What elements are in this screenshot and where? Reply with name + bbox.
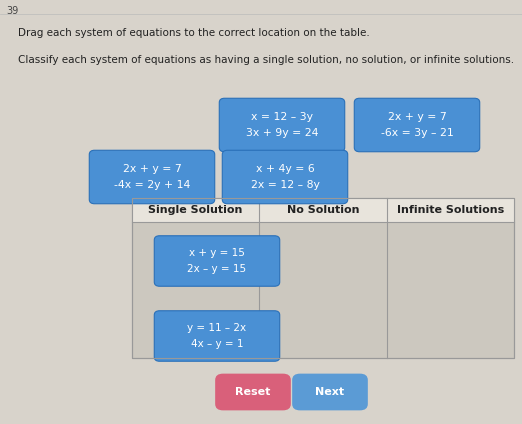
FancyBboxPatch shape <box>155 311 280 361</box>
Text: Classify each system of equations as having a single solution, no solution, or i: Classify each system of equations as hav… <box>18 55 514 65</box>
Text: 2x + y = 7: 2x + y = 7 <box>388 112 446 122</box>
FancyBboxPatch shape <box>222 150 348 204</box>
Text: Reset: Reset <box>235 387 271 397</box>
Text: -6x = 3y – 21: -6x = 3y – 21 <box>381 128 454 138</box>
Text: 39: 39 <box>6 6 18 17</box>
Text: -4x = 2y + 14: -4x = 2y + 14 <box>114 180 190 190</box>
Text: x + y = 15: x + y = 15 <box>189 248 245 258</box>
Text: 3x + 9y = 24: 3x + 9y = 24 <box>246 128 318 138</box>
Text: x = 12 – 3y: x = 12 – 3y <box>251 112 313 122</box>
Text: Next: Next <box>315 387 345 397</box>
Text: y = 11 – 2x: y = 11 – 2x <box>187 323 246 333</box>
Text: 4x – y = 1: 4x – y = 1 <box>191 339 243 349</box>
Bar <box>132 198 514 358</box>
Text: Infinite Solutions: Infinite Solutions <box>397 205 504 215</box>
Text: Single Solution: Single Solution <box>148 205 243 215</box>
FancyBboxPatch shape <box>215 374 291 410</box>
FancyBboxPatch shape <box>155 236 280 286</box>
FancyBboxPatch shape <box>354 98 480 152</box>
FancyBboxPatch shape <box>89 150 215 204</box>
Text: No Solution: No Solution <box>287 205 359 215</box>
Text: x + 4y = 6: x + 4y = 6 <box>256 164 314 174</box>
Text: 2x + y = 7: 2x + y = 7 <box>123 164 181 174</box>
Bar <box>132 198 514 358</box>
Bar <box>132 198 514 222</box>
Text: 2x – y = 15: 2x – y = 15 <box>187 264 246 274</box>
FancyBboxPatch shape <box>219 98 345 152</box>
FancyBboxPatch shape <box>292 374 368 410</box>
Text: Drag each system of equations to the correct location on the table.: Drag each system of equations to the cor… <box>18 28 370 38</box>
Text: 2x = 12 – 8y: 2x = 12 – 8y <box>251 180 319 190</box>
